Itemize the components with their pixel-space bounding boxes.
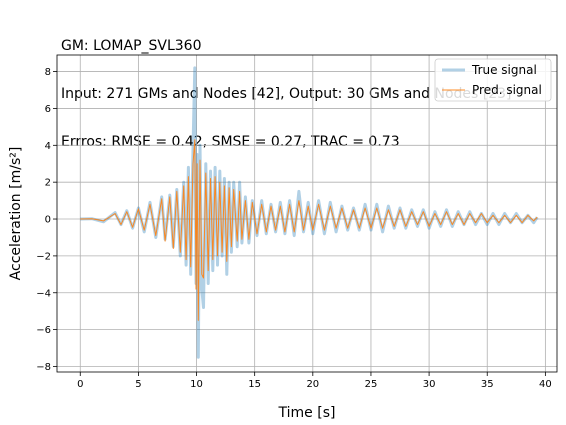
x-tick-label: 35 xyxy=(481,379,494,390)
x-tick-label: 0 xyxy=(77,379,83,390)
x-tick-label: 30 xyxy=(423,379,436,390)
y-tick-label: 2 xyxy=(45,178,51,189)
y-axis-label: Acceleration [m/s²] xyxy=(8,147,24,281)
y-tick-label: 4 xyxy=(45,141,51,152)
y-tick-label: −4 xyxy=(36,288,51,299)
grid xyxy=(57,55,557,372)
y-tick-label: 6 xyxy=(45,104,51,115)
plot-frame xyxy=(56,54,558,373)
x-tick-label: 25 xyxy=(365,379,378,390)
y-tick-label: −2 xyxy=(36,251,51,262)
title-line-3: Errros: RMSE = 0.42, SMSE = 0.27, TRAC =… xyxy=(61,134,400,150)
ticks: 0 5 10 15 20 25 30 35 40 −8 −6 −4 −2 0 2 4 6 8 xyxy=(36,67,551,390)
x-tick-label: 5 xyxy=(135,379,141,390)
x-tick-label: 20 xyxy=(306,379,319,390)
y-tick-label: −6 xyxy=(36,325,51,336)
x-tick-label: 10 xyxy=(190,379,203,390)
legend: True signal Pred. signal xyxy=(434,58,552,102)
legend-entry-2: Pred. signal xyxy=(472,83,542,97)
y-tick-label: 0 xyxy=(45,215,51,226)
y-tick-label: −8 xyxy=(36,362,51,373)
legend-entry-1: True signal xyxy=(471,63,537,77)
x-tick-label: 15 xyxy=(248,379,261,390)
series-line-2 xyxy=(80,139,538,321)
series-layer xyxy=(80,66,539,359)
x-tick-label: 40 xyxy=(539,379,552,390)
series-line-1 xyxy=(80,66,539,359)
title-line-1: GM: LOMAP_SVL360 xyxy=(61,38,202,54)
y-tick-label: 8 xyxy=(45,67,51,78)
x-axis-label: Time [s] xyxy=(278,405,336,421)
